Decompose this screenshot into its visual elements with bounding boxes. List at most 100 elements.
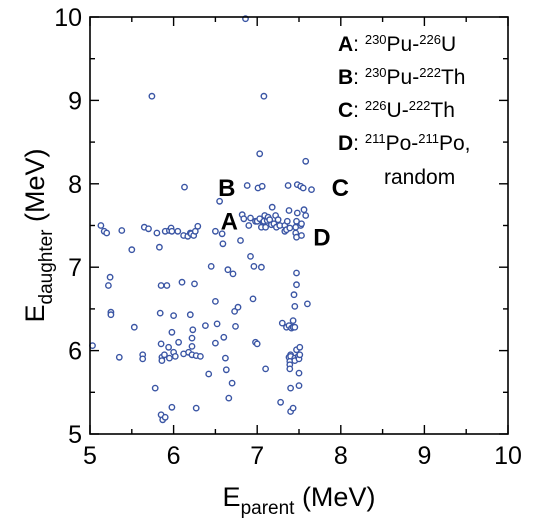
legend-entry: A: 230Pu-226U: [338, 32, 456, 57]
data-point: [262, 365, 269, 373]
data-point: [205, 370, 213, 378]
data-point: [175, 338, 183, 346]
data-point: [165, 343, 173, 351]
data-point: [293, 281, 300, 289]
data-point: [257, 263, 265, 271]
y-tick-label: 6: [68, 338, 82, 366]
data-point: [291, 323, 299, 331]
data-point: [155, 243, 163, 251]
data-point: [222, 366, 230, 374]
legend-entry: B: 230Pu-222Th: [338, 65, 465, 90]
data-point: [128, 246, 136, 254]
data-point: [228, 379, 236, 387]
data-point: [283, 217, 291, 225]
y-tick-label: 5: [68, 421, 82, 449]
data-point: [274, 216, 282, 224]
data-point: [221, 354, 229, 362]
data-point: [300, 206, 308, 214]
x-axis-label: Eparent (MeV): [223, 482, 376, 519]
data-point: [188, 342, 196, 350]
data-point: [211, 227, 219, 235]
data-point: [231, 307, 239, 315]
data-point: [211, 297, 219, 305]
axis-ticks: [89, 16, 509, 435]
data-point: [302, 157, 310, 165]
legend-entry: D: 211Po-211Po,: [338, 131, 471, 156]
data-point: [262, 223, 269, 231]
data-point: [277, 398, 284, 406]
data-points: [89, 15, 315, 424]
data-point: [118, 227, 126, 234]
data-point: [151, 384, 159, 392]
data-point: [165, 354, 173, 362]
data-point: [170, 312, 178, 319]
data-point: [115, 353, 123, 361]
x-tick-label: 6: [167, 442, 181, 470]
data-point: [130, 323, 138, 331]
data-point: [249, 295, 257, 303]
y-tick-label: 9: [68, 87, 82, 115]
data-point: [161, 413, 169, 421]
annotation-c: C: [332, 175, 349, 202]
data-point: [160, 351, 168, 359]
data-point: [289, 317, 297, 324]
data-point: [247, 214, 254, 222]
annotation-d: D: [313, 224, 330, 251]
data-point: [245, 222, 253, 229]
data-point: [157, 282, 165, 289]
data-point: [201, 322, 209, 329]
data-point: [97, 222, 105, 229]
data-point: [260, 92, 268, 100]
x-tick-label: 8: [334, 442, 348, 470]
data-point: [181, 183, 188, 191]
data-point: [153, 229, 161, 237]
data-point: [278, 319, 286, 327]
x-tick-label: 5: [83, 442, 97, 470]
data-point: [293, 269, 300, 277]
annotation-b: B: [218, 175, 235, 202]
data-point: [103, 229, 111, 237]
data-point: [240, 215, 248, 223]
data-point: [148, 92, 156, 100]
data-point: [286, 224, 294, 232]
y-axis-label: Edaughter (MeV): [20, 148, 57, 322]
data-point: [285, 207, 293, 214]
data-point: [268, 203, 276, 211]
data-point: [163, 282, 171, 289]
data-point: [220, 333, 228, 341]
y-tick-label: 10: [54, 4, 82, 32]
data-point: [284, 182, 292, 189]
data-point: [291, 302, 299, 310]
annotation-a: A: [221, 208, 238, 235]
data-point: [253, 340, 261, 348]
data-point: [287, 384, 294, 392]
data-point: [293, 209, 301, 217]
data-point: [194, 222, 202, 230]
legend-entry: C: 226U-222Th: [338, 98, 455, 123]
data-point: [250, 262, 258, 270]
data-point: [174, 227, 182, 235]
x-tick-label: 10: [494, 442, 522, 470]
data-point: [192, 404, 200, 412]
data-point: [308, 186, 315, 194]
data-point: [289, 404, 297, 412]
data-point: [296, 351, 304, 359]
data-point: [168, 403, 176, 411]
legend-entry: random: [384, 166, 455, 189]
data-point: [156, 309, 164, 317]
data-point: [139, 355, 147, 363]
data-point: [219, 240, 227, 248]
data-point: [218, 230, 226, 238]
data-point: [296, 343, 304, 351]
data-point: [298, 220, 305, 228]
data-point: [213, 320, 221, 328]
data-point: [303, 300, 311, 308]
y-tick-label: 8: [68, 171, 82, 199]
data-point: [225, 394, 233, 402]
data-point: [188, 334, 196, 342]
data-point: [145, 225, 152, 233]
data-point: [171, 352, 179, 360]
data-point: [189, 326, 197, 334]
data-point: [158, 357, 166, 364]
